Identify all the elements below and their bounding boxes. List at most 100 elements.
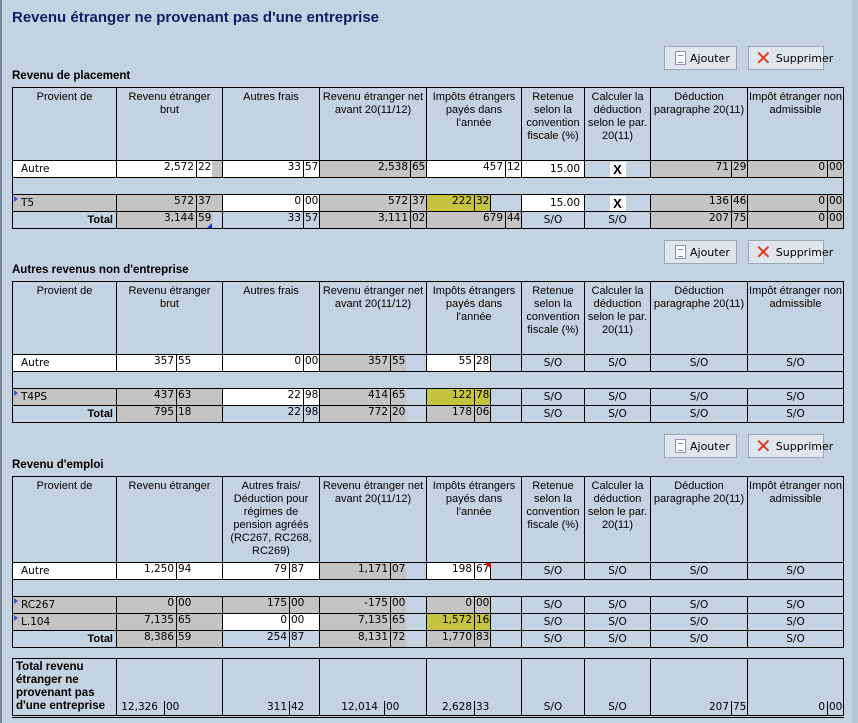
gross-input[interactable]: 1,250 94	[116, 562, 223, 580]
other-input[interactable]: 22 98	[222, 388, 320, 406]
amount: 198	[451, 563, 472, 576]
header-non-allowable: Impôt étranger non admissible	[747, 281, 844, 355]
amount: 572	[173, 195, 194, 208]
gross-input[interactable]: 357 55	[116, 354, 223, 372]
other-total: 33 57	[222, 211, 320, 229]
withholding-input[interactable]: 15.00	[521, 194, 585, 212]
non-allowable-total: S/O	[747, 405, 844, 423]
net-value: 2,538 65	[319, 160, 427, 178]
taxes-input[interactable]: 457 12	[426, 160, 522, 178]
emploi-table: Provient de Revenu étranger Autres frais…	[12, 476, 844, 648]
cents: 78	[474, 389, 490, 405]
other-input[interactable]: 79 87	[222, 562, 320, 580]
grand-total-row: Total revenu étranger ne provenant pas d…	[12, 658, 844, 717]
header-non-allowable: Impôt étranger non admissible	[747, 476, 844, 563]
header-calc: Calculer la déduction selon le par. 20(1…	[584, 281, 651, 355]
net-total: 8,131 72	[319, 630, 427, 648]
non-allowable-total: S/O	[747, 630, 844, 648]
amount: 1,572	[441, 614, 472, 627]
taxes-value: 1,572 16	[426, 613, 522, 631]
non-allowable-value: 0 00	[747, 160, 844, 178]
emploi-delete-button[interactable]: ✕ Supprimer	[748, 434, 833, 458]
placement-delete-button[interactable]: ✕ Supprimer	[748, 46, 833, 70]
cents: 72	[390, 631, 406, 647]
amount: 12,326	[121, 701, 158, 713]
amount: 795	[153, 406, 174, 419]
row-spacer	[12, 177, 844, 195]
other-total: 254 87	[222, 630, 320, 648]
cents: 00	[384, 701, 412, 715]
amount: 457	[482, 161, 503, 174]
grand-net: 12,014 00	[319, 658, 427, 717]
gross-value: 437 63	[116, 388, 223, 406]
cents: 07	[390, 563, 406, 579]
amount: 178	[451, 406, 472, 419]
amount: 0	[294, 355, 301, 368]
cents: 12	[505, 161, 521, 177]
taxes-total: 178 06	[426, 405, 522, 423]
withholding-value: S/O	[521, 613, 585, 631]
withholding-input[interactable]: 15.00	[521, 160, 585, 178]
source-cell[interactable]: RC267	[12, 596, 117, 614]
other-input[interactable]: 0 00	[222, 194, 320, 212]
header-calc: Calculer la déduction selon le par. 20(1…	[584, 87, 651, 161]
calc-checkbox[interactable]: X	[609, 195, 626, 211]
source-cell[interactable]: T4PS	[12, 388, 117, 406]
autres-add-button[interactable]: Ajouter	[664, 240, 737, 264]
taxes-input[interactable]: 55 28	[426, 354, 522, 372]
amount: 572	[387, 195, 408, 208]
cents: 00	[289, 597, 305, 613]
total-label: Total	[12, 630, 117, 648]
cents: 32	[474, 195, 490, 211]
calc-checkbox[interactable]: X	[609, 161, 626, 177]
autres-delete-button[interactable]: ✕ Supprimer	[748, 240, 833, 264]
withholding-total: S/O	[521, 630, 585, 648]
header-gross: Revenu étranger	[116, 476, 223, 563]
placement-add-button[interactable]: Ajouter	[664, 46, 737, 70]
gross-value: 0 00	[116, 596, 223, 614]
slip-flag-icon	[14, 196, 18, 202]
cents: 00	[474, 597, 490, 613]
amount: 207	[708, 701, 729, 713]
cents: 57	[303, 212, 319, 228]
net-value: 1,171 07	[319, 562, 427, 580]
header-taxes: Impôts étrangers payés dans l'année	[426, 476, 522, 563]
source-cell[interactable]: Autre	[12, 354, 117, 372]
header-taxes: Impôts étrangers payés dans l'année	[426, 281, 522, 355]
gross-input[interactable]: 2,572 22	[116, 160, 223, 178]
cents: 75	[731, 701, 747, 715]
calc-checkbox-cell[interactable]: X	[584, 194, 651, 212]
amount: 0	[465, 597, 472, 610]
comment-corner-icon	[485, 563, 491, 569]
non-allowable-value: S/O	[747, 596, 844, 614]
grand-deduction: 207 75	[650, 658, 748, 717]
amount: 33	[287, 212, 301, 225]
other-input[interactable]: 0 00	[222, 613, 320, 631]
other-input[interactable]: 0 00	[222, 354, 320, 372]
amount: 2,538	[377, 161, 408, 174]
amount: 71	[715, 161, 729, 174]
grand-taxes: 2,628 33	[426, 658, 522, 717]
header-source: Provient de	[12, 87, 117, 161]
add-label: Ajouter	[690, 51, 730, 65]
total-row: Total 8,386 59 254 87 8,131 72 1,770 83 S/O …	[12, 630, 844, 648]
amount: 0	[167, 597, 174, 610]
cents: 28	[474, 355, 490, 371]
amount: 7,135	[357, 614, 388, 627]
taxes-input[interactable]: 198 67	[426, 562, 522, 580]
other-input[interactable]: 33 57	[222, 160, 320, 178]
source-cell[interactable]: T5	[12, 194, 117, 212]
grand-gross: 12,326 00	[116, 658, 223, 717]
amount: 3,111	[377, 212, 408, 225]
cents-value: 59	[198, 212, 212, 225]
grand-other: 311 42	[222, 658, 320, 717]
amount: 8,386	[143, 631, 174, 644]
header-other: Autres frais	[222, 87, 320, 161]
calc-checkbox-cell[interactable]: X	[584, 160, 651, 178]
emploi-add-button[interactable]: Ajouter	[664, 434, 737, 458]
amount: 414	[367, 389, 388, 402]
source-cell[interactable]: Autre	[12, 160, 117, 178]
cents: 75	[731, 212, 747, 228]
source-cell[interactable]: Autre	[12, 562, 117, 580]
source-cell[interactable]: L.104	[12, 613, 117, 631]
